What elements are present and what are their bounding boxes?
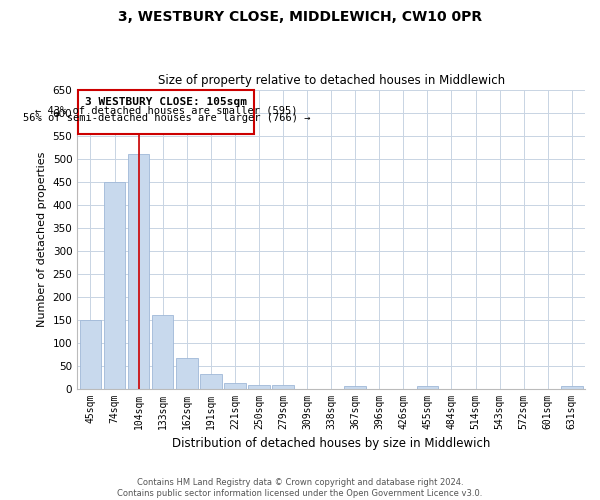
Bar [344,386,366,388]
Bar [416,386,438,388]
Text: 3 WESTBURY CLOSE: 105sqm: 3 WESTBURY CLOSE: 105sqm [85,97,247,107]
Text: ← 43% of detached houses are smaller (595): ← 43% of detached houses are smaller (59… [35,105,298,115]
Bar [176,358,197,388]
Bar [152,315,173,388]
Bar [561,386,583,388]
Y-axis label: Number of detached properties: Number of detached properties [37,152,47,326]
Bar [224,383,245,388]
Bar [200,374,221,388]
X-axis label: Distribution of detached houses by size in Middlewich: Distribution of detached houses by size … [172,437,490,450]
Text: Contains HM Land Registry data © Crown copyright and database right 2024.
Contai: Contains HM Land Registry data © Crown c… [118,478,482,498]
Bar [272,385,294,388]
Bar [248,385,270,388]
Text: 3, WESTBURY CLOSE, MIDDLEWICH, CW10 0PR: 3, WESTBURY CLOSE, MIDDLEWICH, CW10 0PR [118,10,482,24]
Title: Size of property relative to detached houses in Middlewich: Size of property relative to detached ho… [158,74,505,87]
Bar [128,154,149,388]
Bar [80,320,101,388]
Bar [104,182,125,388]
Text: 56% of semi-detached houses are larger (766) →: 56% of semi-detached houses are larger (… [23,114,310,124]
FancyBboxPatch shape [79,90,254,134]
